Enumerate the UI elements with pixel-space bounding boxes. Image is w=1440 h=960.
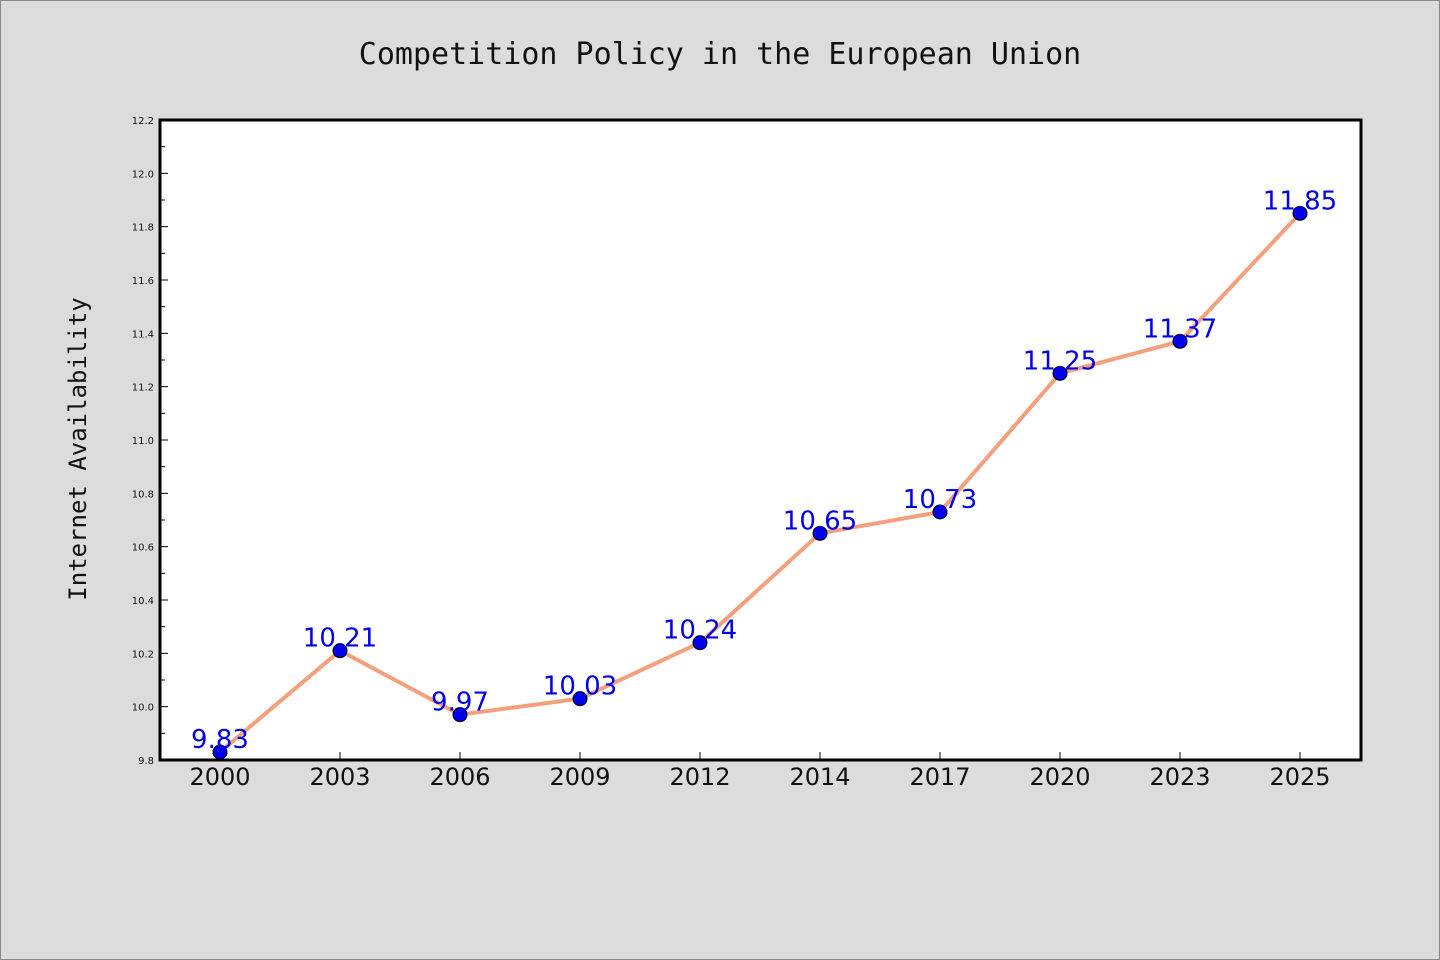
data-point: [692, 635, 708, 651]
y-tick-label: 12.0: [132, 169, 154, 180]
y-tick-label: 10.6: [132, 543, 154, 554]
x-tick-label: 2009: [549, 763, 610, 791]
data-point: [1052, 365, 1068, 381]
data-label: 11.85: [1263, 186, 1337, 216]
y-tick-label: 10.8: [132, 489, 154, 500]
data-label: 10.03: [543, 672, 617, 702]
data-label: 9.83: [191, 725, 249, 755]
y-tick-label: 10.4: [132, 596, 154, 607]
data-point: [332, 643, 348, 659]
data-label: 11.25: [1023, 346, 1097, 376]
y-tick-label: 11.4: [132, 329, 154, 340]
series-line: [218, 211, 1302, 754]
chart-title: Competition Policy in the European Union: [359, 37, 1081, 72]
series-layer: [212, 205, 1308, 760]
x-tick-label: 2014: [789, 763, 850, 791]
x-tick-label: 2012: [669, 763, 730, 791]
y-tick-label: 12.2: [132, 116, 154, 127]
data-label: 10.73: [903, 485, 977, 515]
data-point: [1172, 333, 1188, 349]
data-label: 10.65: [783, 506, 857, 536]
y-tick-label: 11.0: [132, 436, 154, 447]
x-tick-label: 2020: [1029, 763, 1090, 791]
data-point: [452, 707, 468, 723]
plot-frame: [158, 118, 1363, 762]
y-axis-label: Internet Availability: [64, 297, 92, 600]
x-tick-label: 2003: [309, 763, 370, 791]
x-tick-label: 2025: [1269, 763, 1330, 791]
x-tick-label: 2006: [429, 763, 490, 791]
data-label: 10.24: [663, 616, 737, 646]
data-point: [932, 504, 948, 520]
y-tick-label: 10.2: [132, 649, 154, 660]
axes-layer: 9.8 10.0 10.2 10.4 10.6 10.8 11.0 11.2 11.4 11.6 1…: [132, 116, 1331, 791]
y-tick-label: 10.0: [132, 703, 154, 714]
x-tick-label: 2017: [909, 763, 970, 791]
data-label: 9.97: [431, 688, 489, 718]
y-tick-label: 11.6: [132, 276, 154, 287]
data-labels-layer: 9.83 10.21 9.97 10.03 10.24 10.65 10.73 11.25 11…: [191, 186, 1337, 755]
data-point: [812, 525, 828, 541]
data-label: 11.37: [1143, 314, 1217, 344]
y-tick-label: 11.2: [132, 383, 154, 394]
y-tick-label: 9.8: [138, 756, 154, 767]
x-tick-label: 2000: [189, 763, 250, 791]
x-tick-label: 2023: [1149, 763, 1210, 791]
plot-area: [160, 120, 1361, 760]
data-point: [572, 691, 588, 707]
data-point: [1292, 205, 1308, 221]
data-label: 10.21: [303, 624, 377, 654]
y-tick-label: 11.8: [132, 223, 154, 234]
